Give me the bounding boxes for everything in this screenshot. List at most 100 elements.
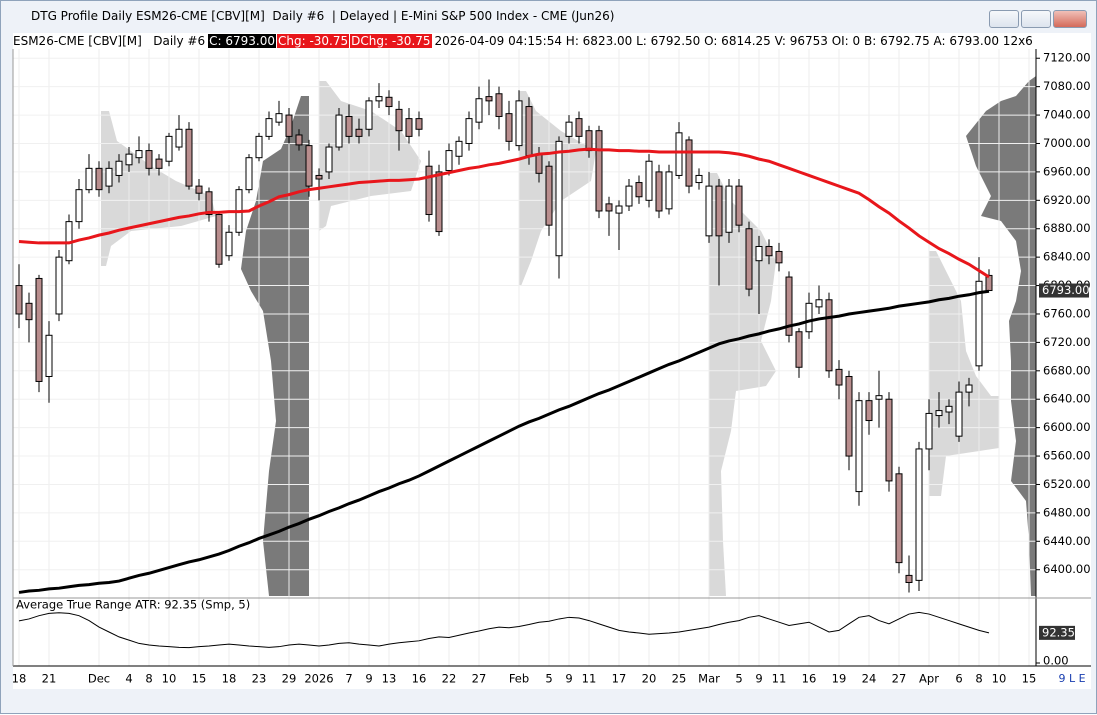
candle-body (535, 153, 543, 174)
candle-body (475, 98, 483, 123)
candle-body (895, 473, 903, 564)
candle-body (425, 165, 433, 216)
candle-body (95, 167, 103, 191)
candle-body (55, 256, 63, 315)
y-tick-label: 6720.00 (1043, 335, 1091, 349)
window-title: DTG Profile Daily ESM26-CME [CBV][M] Dai… (31, 9, 615, 23)
candle-body (495, 93, 503, 117)
close-button[interactable] (1053, 10, 1087, 28)
candle-body (105, 167, 113, 187)
candle-body (35, 277, 43, 382)
candle-body (595, 130, 603, 212)
x-tick-label: 10 (162, 672, 177, 686)
candle-body (145, 150, 153, 169)
candle-body (575, 118, 583, 137)
candle-body (165, 135, 173, 162)
candle-body (335, 114, 343, 148)
candle-body (345, 115, 353, 137)
candle-body (75, 189, 83, 223)
price-marker-label: 6793.00 (1042, 283, 1090, 297)
candle-body (825, 299, 833, 372)
candle-body (285, 114, 293, 137)
candle-body (925, 412, 933, 450)
profile (966, 76, 1036, 596)
candle-body (485, 96, 493, 102)
x-tick-label: Apr (919, 672, 939, 686)
candle-body (745, 228, 753, 290)
y-tick-label: 7080.00 (1043, 79, 1091, 93)
candle-body (905, 574, 913, 584)
indicator-line (18, 611, 990, 649)
candle-body (985, 274, 993, 292)
y-tick-label: 6520.00 (1043, 477, 1091, 491)
x-tick-label: 6 (955, 672, 962, 686)
candle-body (365, 100, 373, 130)
candle-body (665, 171, 673, 210)
candle-body (725, 185, 733, 233)
maximize-button[interactable] (1021, 10, 1051, 28)
candle-body (885, 398, 893, 482)
minimize-button[interactable] (989, 10, 1019, 28)
candle-body (515, 100, 523, 147)
x-tick-label: 22 (442, 672, 457, 686)
y-tick-label: 6880.00 (1043, 221, 1091, 235)
candle-body (805, 302, 813, 333)
info-line: ESM26-CME [CBV][M] Daily #6 C: 6793.00 C… (13, 33, 1036, 49)
candle-body (195, 185, 203, 194)
change: Chg: -30.75 (276, 34, 350, 48)
candle-body (875, 395, 883, 400)
candle-body (915, 448, 923, 581)
y-tick-label: 6920.00 (1043, 193, 1091, 207)
x-tick-label: Mar (698, 672, 720, 686)
x-tick-label: 9 (565, 672, 572, 686)
indicator-marker-label: 92.35 (1042, 625, 1075, 639)
candle-body (565, 121, 573, 137)
candle-body (845, 375, 853, 457)
candle-body (935, 410, 943, 417)
x-tick-label: 8 (975, 672, 982, 686)
last-price: C: 6793.00 (208, 34, 276, 48)
x-tick-label: 18 (222, 672, 237, 686)
y-tick-label: 7040.00 (1043, 108, 1091, 122)
candle-body (155, 158, 163, 169)
candle-body (175, 128, 183, 148)
x-tick-label: 27 (892, 672, 907, 686)
candle-body (815, 299, 823, 308)
x-tick-label: 11 (582, 672, 597, 686)
x-tick-label: 4 (125, 672, 132, 686)
price-marker (1039, 283, 1089, 298)
candle-body (855, 400, 863, 493)
moving-average (18, 289, 990, 594)
candle-body (685, 139, 693, 187)
candle-body (275, 113, 283, 123)
candle-body (505, 113, 513, 142)
candle-body (705, 185, 713, 237)
candle-body (585, 130, 593, 152)
candle-body (355, 128, 363, 137)
x-tick-label: 5 (735, 672, 742, 686)
details: 2026-04-09 04:15:54 H: 6823.00 L: 6792.5… (434, 34, 1033, 48)
candle-body (735, 185, 743, 226)
x-tick-label: 11 (772, 672, 787, 686)
candle-body (185, 128, 193, 187)
candle-body (645, 160, 653, 201)
symbol: ESM26-CME [CBV][M] Daily #6 (13, 34, 206, 48)
candle-body (265, 118, 273, 137)
candle-body (945, 405, 953, 413)
candle-body (775, 250, 783, 264)
candle-body (465, 118, 473, 144)
y-tick-label: 6680.00 (1043, 363, 1091, 377)
x-tick-label: Dec (88, 672, 110, 686)
candle-body (435, 171, 443, 233)
candle-body (225, 231, 233, 257)
candle-body (965, 384, 973, 393)
x-tick-label: 8 (145, 672, 152, 686)
candle-body (655, 171, 663, 212)
y-tick-label: 6600.00 (1043, 420, 1091, 434)
title-bar: DTG Profile Daily ESM26-CME [CBV][M] Dai… (1, 1, 1096, 31)
x-tick-label: 2026 (304, 672, 333, 686)
candle-body (315, 174, 323, 180)
candle-body (25, 302, 33, 321)
x-tick-label: Feb (509, 672, 529, 686)
